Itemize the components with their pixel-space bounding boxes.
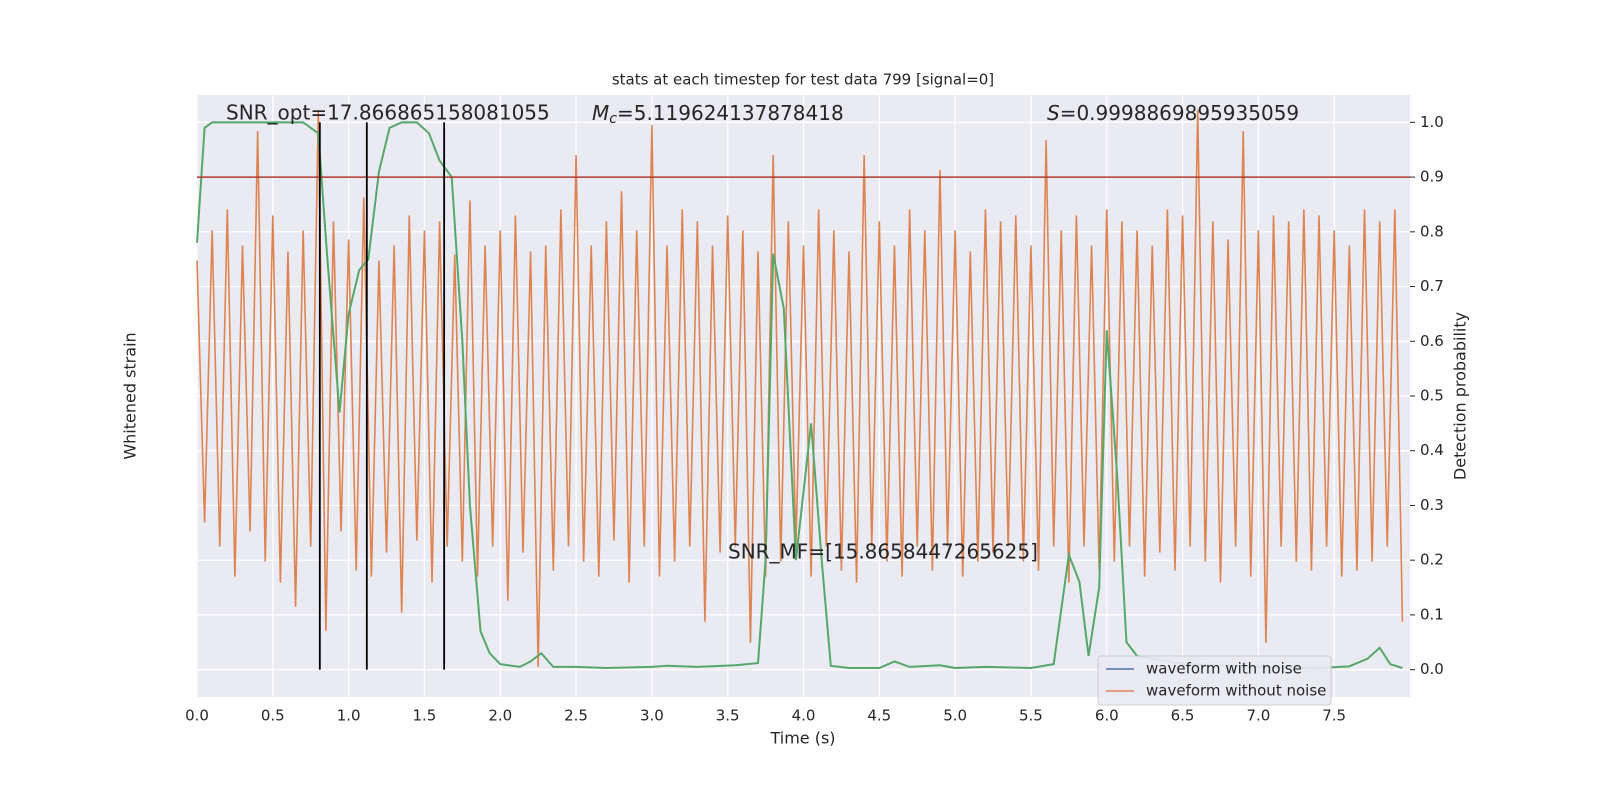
annotation-symbol: S — [1047, 101, 1060, 125]
y2-tick-label: 0.7 — [1420, 277, 1444, 295]
x-tick-label: 6.5 — [1171, 707, 1195, 725]
y2-tick-label: 0.9 — [1420, 168, 1444, 186]
x-tick-label: 4.5 — [867, 707, 891, 725]
x-axis-label: Time (s) — [769, 729, 835, 748]
x-tick-label: 5.5 — [1019, 707, 1043, 725]
x-tick-label: 0.5 — [261, 707, 285, 725]
y2-tick-label: 0.3 — [1420, 496, 1444, 514]
y2-tick-label: 0.4 — [1420, 441, 1444, 459]
y-axis-label: Whitened strain — [121, 332, 140, 459]
chart-title: stats at each timestep for test data 799… — [612, 71, 994, 89]
y2-tick-label: 1.0 — [1420, 113, 1444, 131]
x-tick-label: 5.0 — [943, 707, 967, 725]
annotation-subscript: c — [609, 111, 617, 127]
x-tick-label: 1.5 — [413, 707, 437, 725]
annotation: SNR_opt=17.866865158081055 — [226, 101, 550, 125]
annotation-symbol: M — [592, 101, 609, 125]
y2-tick-label: 0.2 — [1420, 551, 1444, 569]
legend-label: waveform without noise — [1146, 682, 1326, 700]
series-line — [196, 121, 1403, 669]
y2-tick-label: 0.8 — [1420, 222, 1444, 240]
x-tick-label: 0.0 — [185, 707, 209, 725]
y2-tick-label: 0.0 — [1420, 660, 1444, 678]
legend-label: waveform with noise — [1146, 660, 1302, 678]
y2-tick-label: 0.1 — [1420, 605, 1444, 623]
x-tick-label: 7.0 — [1246, 707, 1270, 725]
y2-axis-label: Detection probability — [1451, 312, 1470, 480]
series-line — [196, 110, 1404, 667]
x-tick-label: 3.5 — [716, 707, 740, 725]
axes: 0.0 0.5 1.0 1.5 2.0 2.5 3.0 3.5 4.0 4.5 5.0 5.5 6.0 6… — [185, 113, 1444, 725]
legend: waveform with noise waveform without nois… — [1097, 655, 1332, 706]
lines — [196, 110, 1410, 670]
x-tick-label: 2.5 — [564, 707, 588, 725]
annotation: SNR_MF=[15.8658447265625] — [728, 540, 1038, 564]
annotation: S=0.9998869895935059 — [1047, 101, 1299, 125]
annotation-text: =5.119624137878418 — [617, 101, 844, 125]
y2-tick-label: 0.5 — [1420, 387, 1444, 405]
legend-box — [1097, 655, 1332, 706]
x-tick-label: 2.0 — [488, 707, 512, 725]
annotation: Mc=5.119624137878418 — [592, 101, 844, 128]
x-tick-label: 6.0 — [1095, 707, 1119, 725]
x-tick-label: 7.5 — [1322, 707, 1346, 725]
y2-tick-label: 0.6 — [1420, 332, 1444, 350]
annotation-text: =0.9998869895935059 — [1060, 101, 1299, 125]
x-tick-label: 4.0 — [792, 707, 816, 725]
x-tick-label: 3.0 — [640, 707, 664, 725]
x-tick-label: 1.0 — [337, 707, 361, 725]
